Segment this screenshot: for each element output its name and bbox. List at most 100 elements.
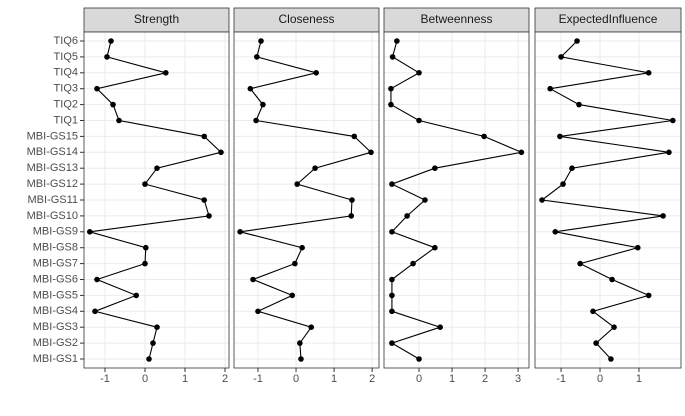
point [590, 308, 596, 315]
strip-label: Strength [134, 12, 179, 26]
point [539, 197, 545, 203]
y-tick-label: TIQ6 [54, 35, 78, 47]
point [250, 276, 256, 283]
strip [233, 7, 380, 33]
point [560, 181, 566, 187]
point [87, 229, 93, 235]
point [552, 229, 559, 235]
point [289, 292, 296, 299]
point [660, 213, 666, 219]
point [108, 38, 114, 44]
y-tick-label: MBI-GS5 [33, 289, 78, 301]
point [94, 276, 100, 283]
point [645, 70, 652, 76]
x-tick-label: -1 [253, 373, 263, 385]
point [389, 276, 395, 283]
point [351, 133, 358, 140]
point [608, 356, 614, 362]
strip [383, 7, 530, 33]
point [416, 356, 422, 362]
point [150, 340, 156, 346]
point [389, 292, 395, 299]
point [437, 324, 443, 331]
y-tick-label: MBI-GS10 [27, 210, 78, 222]
point [432, 244, 438, 251]
panel-border [383, 31, 530, 369]
strip-label: Betweenness [420, 12, 492, 26]
point [154, 165, 160, 171]
y-tick-label: MBI-GS2 [33, 337, 78, 349]
point [94, 85, 100, 92]
x-tick-label: 0 [597, 373, 603, 385]
x-tick-label: 1 [449, 373, 455, 385]
x-tick-label: -1 [556, 373, 566, 385]
point [294, 181, 300, 187]
point [609, 276, 615, 283]
point [255, 308, 261, 315]
point [557, 133, 563, 140]
point [247, 85, 254, 92]
point [163, 70, 169, 76]
x-tick-label: 3 [515, 373, 521, 385]
y-tick-label: TIQ5 [54, 51, 78, 63]
point [422, 197, 428, 203]
point [416, 117, 422, 124]
point [292, 260, 298, 267]
point [481, 133, 487, 140]
point [577, 260, 583, 267]
point [308, 324, 315, 331]
point [670, 117, 676, 124]
x-tick-label: 0 [142, 373, 148, 385]
point [154, 324, 160, 331]
y-tick-label: MBI-GS7 [33, 258, 78, 270]
point [558, 54, 564, 60]
point [389, 54, 396, 60]
panel-border [534, 31, 682, 369]
y-tick-label: MBI-GS9 [33, 226, 78, 238]
y-tick-label: MBI-GS13 [27, 162, 78, 174]
x-tick-label: 2 [369, 373, 375, 385]
y-tick-label: MBI-GS3 [33, 321, 78, 333]
point [298, 356, 304, 362]
strip [534, 7, 682, 33]
y-tick-label: MBI-GS11 [27, 194, 78, 206]
y-tick-label: TIQ2 [54, 99, 78, 111]
y-tick-label: MBI-GS4 [33, 305, 78, 317]
point [404, 213, 410, 219]
point [142, 181, 148, 187]
point [389, 340, 395, 346]
point [389, 181, 395, 187]
y-tick-label: MBI-GS15 [27, 130, 78, 142]
x-tick-label: 0 [293, 373, 299, 385]
point [394, 38, 400, 44]
point [388, 101, 394, 108]
strip [83, 7, 230, 33]
point [110, 101, 116, 108]
point [416, 70, 422, 76]
point [518, 149, 525, 156]
point [201, 197, 207, 203]
point [104, 54, 110, 60]
point [388, 85, 394, 92]
point [299, 244, 305, 251]
point [218, 149, 224, 156]
point [142, 260, 148, 267]
point [569, 165, 575, 171]
y-tick-label: MBI-GS12 [27, 178, 78, 190]
point [368, 149, 374, 156]
point [574, 38, 580, 44]
point [201, 133, 207, 140]
panel-border [83, 31, 230, 369]
point [254, 54, 260, 60]
point [313, 70, 320, 76]
point [547, 85, 553, 92]
y-tick-label: MBI-GS8 [33, 242, 78, 254]
point [593, 340, 599, 346]
y-tick-label: TIQ1 [54, 114, 78, 126]
point [116, 117, 122, 124]
point [634, 244, 641, 251]
point [146, 356, 152, 362]
point [611, 324, 617, 331]
strip-label: Closeness [278, 12, 334, 26]
